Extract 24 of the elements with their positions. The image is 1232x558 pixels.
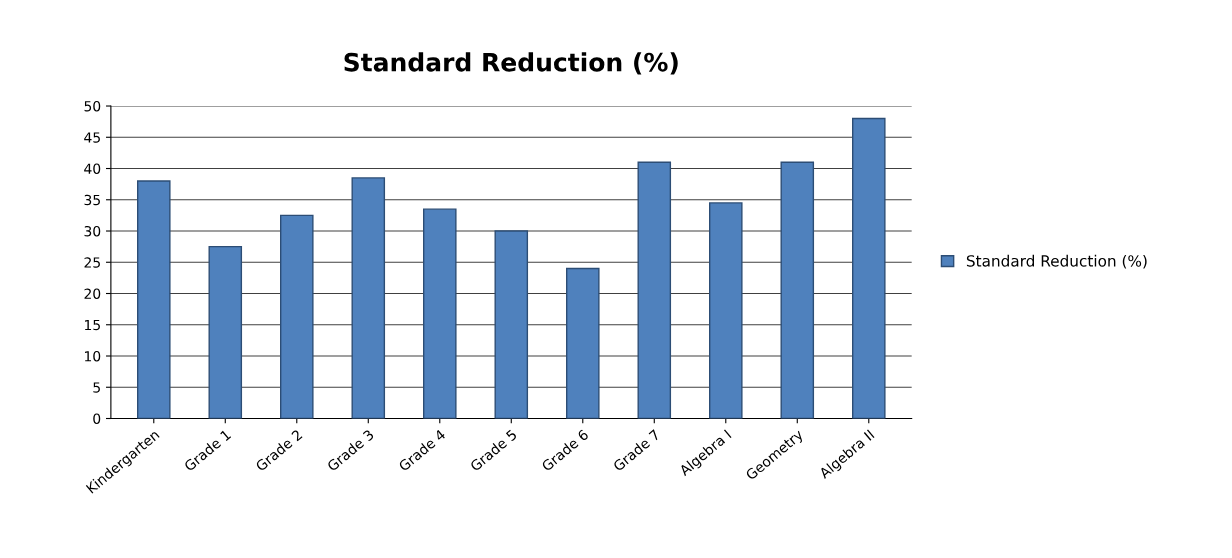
chart-title: Standard Reduction (%)	[344, 52, 678, 75]
y-tick-label: 0	[93, 413, 101, 424]
bar	[708, 202, 743, 419]
bar	[351, 177, 386, 419]
bar	[279, 214, 314, 419]
y-tick-label: 15	[85, 319, 100, 331]
y-tick-label: 20	[84, 288, 101, 299]
bar	[208, 245, 243, 419]
y-tick-label: 30	[84, 225, 101, 237]
y-tick-label: 50	[84, 100, 101, 112]
y-tick-label: 40	[84, 163, 101, 174]
bar	[637, 161, 672, 419]
bar	[565, 267, 600, 419]
legend-label: Standard Reduction (%)	[966, 254, 1147, 269]
y-tick-label: 5	[93, 382, 100, 393]
bar	[136, 180, 171, 419]
bar	[780, 161, 815, 419]
y-tick-label: 10	[85, 350, 101, 362]
y-tick-label: 45	[84, 132, 100, 143]
y-tick-label: 35	[84, 194, 100, 206]
y-tick-label: 25	[84, 257, 100, 268]
bar	[494, 230, 529, 419]
bar	[851, 117, 886, 419]
bar	[422, 208, 457, 419]
